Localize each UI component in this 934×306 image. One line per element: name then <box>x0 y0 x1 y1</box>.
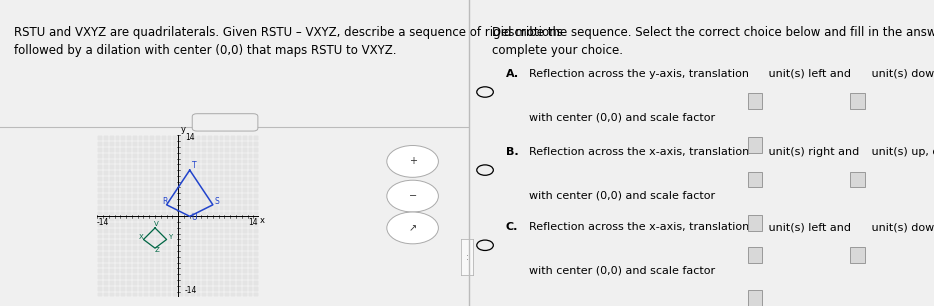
Text: unit(s) left and: unit(s) left and <box>765 222 855 232</box>
FancyBboxPatch shape <box>747 290 762 306</box>
Text: unit(s) down, dilation: unit(s) down, dilation <box>868 222 934 232</box>
Text: Reflection across the x-axis, translation: Reflection across the x-axis, translatio… <box>529 147 753 157</box>
Text: C.: C. <box>506 222 518 232</box>
Text: unit(s) right and: unit(s) right and <box>765 147 863 157</box>
Text: A.: A. <box>506 69 519 79</box>
Text: Reflection across the y-axis, translation: Reflection across the y-axis, translatio… <box>529 69 752 79</box>
Circle shape <box>387 212 438 244</box>
Text: unit(s) up, dilation: unit(s) up, dilation <box>868 147 934 157</box>
FancyBboxPatch shape <box>747 93 762 109</box>
Text: −: − <box>408 191 417 201</box>
Circle shape <box>387 146 438 177</box>
FancyBboxPatch shape <box>850 93 865 109</box>
FancyBboxPatch shape <box>747 215 762 231</box>
FancyBboxPatch shape <box>850 172 865 188</box>
Text: with center (0,0) and scale factor: with center (0,0) and scale factor <box>529 112 718 122</box>
FancyBboxPatch shape <box>747 172 762 188</box>
Text: ...: ... <box>221 117 229 126</box>
Text: Describe the sequence. Select the correct choice below and fill in the answer bo: Describe the sequence. Select the correc… <box>492 25 934 57</box>
Text: RSTU and VXYZ are quadrilaterals. Given RSTU – VXYZ, describe a sequence of rigi: RSTU and VXYZ are quadrilaterals. Given … <box>14 25 563 57</box>
Text: B.: B. <box>506 147 518 157</box>
Text: with center (0,0) and scale factor: with center (0,0) and scale factor <box>529 190 718 200</box>
Text: with center (0,0) and scale factor: with center (0,0) and scale factor <box>529 266 718 275</box>
Text: unit(s) down, dilation: unit(s) down, dilation <box>868 69 934 79</box>
FancyBboxPatch shape <box>192 114 258 131</box>
Text: unit(s) left and: unit(s) left and <box>765 69 855 79</box>
FancyBboxPatch shape <box>850 247 865 263</box>
Text: ↗: ↗ <box>408 223 417 233</box>
Circle shape <box>387 180 438 212</box>
Text: Reflection across the x-axis, translation: Reflection across the x-axis, translatio… <box>529 222 753 232</box>
Text: :: : <box>466 252 468 262</box>
FancyBboxPatch shape <box>747 247 762 263</box>
Text: +: + <box>408 156 417 166</box>
FancyBboxPatch shape <box>747 137 762 153</box>
